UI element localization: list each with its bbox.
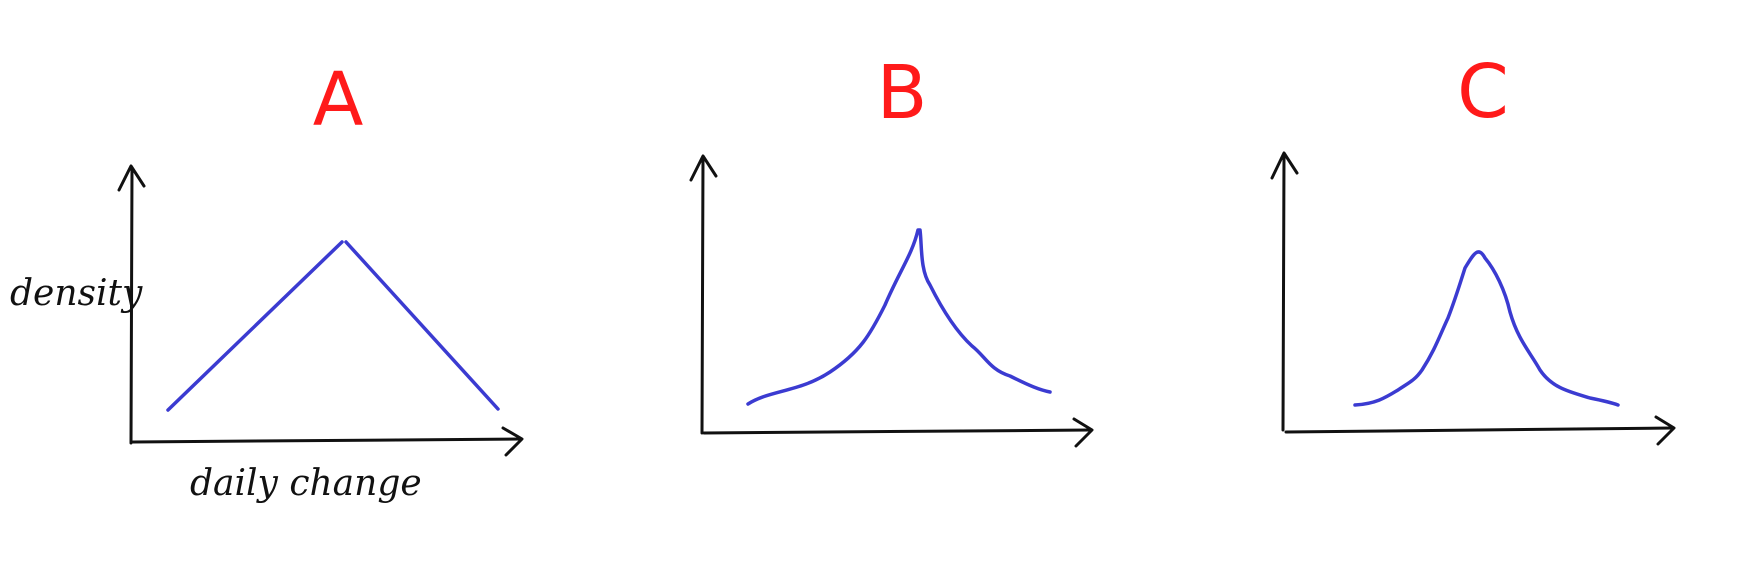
panel-a-x-arrowhead-icon	[501, 426, 524, 457]
panel-b-y-arrowhead-icon	[689, 154, 718, 182]
panel-a-letter: A	[313, 57, 364, 143]
panel-c-y-arrowhead-icon	[1270, 151, 1299, 180]
panel-a-y-axis	[129, 166, 134, 445]
panel-b-letter: B	[877, 50, 928, 136]
panel-b-y-axis	[700, 156, 705, 435]
panel-a-x-axis-label: daily change	[190, 463, 422, 504]
panel-c-letter: C	[1457, 49, 1509, 135]
panel-b-x-axis	[702, 428, 1092, 435]
panel-a-density-curve	[166, 240, 500, 412]
panel-c-density-curve	[1353, 250, 1620, 407]
panel-c-x-arrowhead-icon	[1654, 415, 1676, 446]
panel-a-x-axis	[131, 437, 522, 444]
panel-c-x-axis	[1284, 426, 1674, 434]
panel-b-x-arrowhead-icon	[1072, 417, 1094, 448]
panel-a-y-axis-label: density	[10, 273, 143, 314]
panel-a: A density daily change	[10, 57, 524, 504]
panel-a-y-arrowhead-icon	[117, 164, 146, 192]
panel-c: C	[1270, 49, 1676, 446]
panel-b-density-curve	[746, 228, 1052, 406]
panel-b: B	[689, 50, 1094, 448]
panel-c-y-axis	[1281, 153, 1286, 432]
